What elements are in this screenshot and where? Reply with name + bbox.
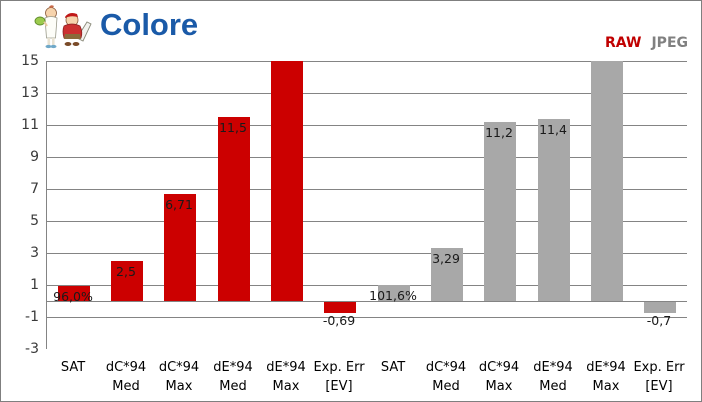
logo-illustration xyxy=(34,5,92,49)
x-category-label-sat: SAT xyxy=(38,358,108,377)
x-category-label-line: dE*94 xyxy=(586,360,626,375)
bar-raw-exp-err-ev xyxy=(324,302,356,313)
x-category-label-line: dC*94 xyxy=(478,360,520,375)
bar-raw-dc-94-max xyxy=(164,194,196,301)
x-category-label-line: Med xyxy=(539,379,567,394)
x-category-label-dc-94-med: dC*94 Med xyxy=(411,358,481,396)
character1-arm xyxy=(43,21,48,27)
character2-shoe xyxy=(64,42,72,46)
x-category-label-line: Exp. Err xyxy=(313,360,365,375)
x-category-label-exp-err-ev: Exp. Err [EV] xyxy=(304,358,374,396)
bar-value-label-raw-sat: 96,0% xyxy=(53,289,93,304)
x-category-label-line: SAT xyxy=(380,360,406,375)
bar-raw-dc-94-med xyxy=(111,261,143,301)
x-category-label-line: dE*94 xyxy=(266,360,306,375)
bar-raw-de-94-med xyxy=(218,117,250,301)
y-tick-label-7: 7 xyxy=(30,181,39,197)
bar-raw-de-94-max xyxy=(271,61,303,301)
bar-value-label-raw-dc-94-max: 6,71 xyxy=(165,197,193,212)
y-tick-label--3: -3 xyxy=(25,341,39,357)
x-category-label-line: Max xyxy=(485,379,513,394)
gridline-3 xyxy=(47,253,687,254)
gridline--1 xyxy=(47,317,687,318)
character1-coat xyxy=(44,16,58,39)
y-tick-label--1: -1 xyxy=(25,309,39,325)
x-category-label-line: dC*94 xyxy=(425,360,467,375)
x-category-label-dc-94-med: dC*94 Med xyxy=(91,358,161,396)
character2-cap xyxy=(65,13,78,18)
gridline-13 xyxy=(47,93,687,94)
x-category-label-line: dE*94 xyxy=(213,360,253,375)
bar-value-label-raw-exp-err-ev: -0,69 xyxy=(322,313,356,328)
x-category-label-line: [EV] xyxy=(645,379,673,394)
x-category-label-line: Exp. Err xyxy=(633,360,685,375)
character1-leg2 xyxy=(52,38,55,45)
bar-jpeg-sat xyxy=(378,285,410,301)
bar-value-label-jpeg-exp-err-ev: -0,7 xyxy=(646,313,672,328)
x-category-label-de-94-max: dE*94 Max xyxy=(251,358,321,396)
character1-hair xyxy=(49,5,54,8)
character1-leg xyxy=(47,38,51,45)
x-category-label-line: Med xyxy=(219,379,247,394)
x-category-label-line: [EV] xyxy=(325,379,353,394)
x-category-label-de-94-med: dE*94 Med xyxy=(198,358,268,396)
y-tick-label-5: 5 xyxy=(30,213,39,229)
y-tick-label-1: 1 xyxy=(30,277,39,293)
legend: RAW JPEG xyxy=(605,35,688,51)
green-object xyxy=(34,16,46,26)
page-title: Colore xyxy=(100,7,199,42)
x-category-label-dc-94-max: dC*94 Max xyxy=(464,358,534,396)
bar-value-label-jpeg-sat: 101,6% xyxy=(369,288,417,303)
x-category-label-de-94-max: dE*94 Max xyxy=(571,358,641,396)
bar-jpeg-dc-94-med xyxy=(431,248,463,301)
bar-value-label-jpeg-dc-94-med: 3,29 xyxy=(432,251,460,266)
gridline-7 xyxy=(47,189,687,190)
x-category-label-de-94-med: dE*94 Med xyxy=(518,358,588,396)
x-category-label-line: Med xyxy=(112,379,140,394)
y-tick-label-13: 13 xyxy=(21,85,39,101)
x-category-label-exp-err-ev: Exp. Err [EV] xyxy=(624,358,694,396)
x-category-label-line: SAT xyxy=(60,360,86,375)
bar-raw-sat xyxy=(58,286,90,301)
zero-axis-line xyxy=(47,301,687,302)
bar-jpeg-de-94-med xyxy=(538,119,570,301)
gridline-5 xyxy=(47,221,687,222)
y-tick-label-11: 11 xyxy=(21,117,39,133)
x-category-label-sat: SAT xyxy=(358,358,428,377)
bar-jpeg-exp-err-ev xyxy=(644,302,676,313)
bar-value-label-raw-de-94-med: 11,5 xyxy=(219,120,247,135)
bar-value-label-jpeg-de-94-med: 11,4 xyxy=(539,122,567,137)
character2-pants xyxy=(64,34,81,39)
x-category-label-line: dC*94 xyxy=(158,360,200,375)
plot-area xyxy=(46,61,687,349)
legend-item-raw: RAW xyxy=(605,35,642,51)
x-category-label-line: Med xyxy=(432,379,460,394)
x-category-label-line: dC*94 xyxy=(105,360,147,375)
character1-shoe2 xyxy=(50,44,57,49)
bar-value-label-raw-dc-94-med: 2,5 xyxy=(116,264,136,279)
x-category-label-line: Max xyxy=(592,379,620,394)
bar-value-label-jpeg-dc-94-max: 11,2 xyxy=(485,125,513,140)
y-tick-label-9: 9 xyxy=(30,149,39,165)
bar-jpeg-dc-94-max xyxy=(484,122,516,301)
x-category-label-line: dE*94 xyxy=(533,360,573,375)
gridline-9 xyxy=(47,157,687,158)
x-category-label-line: Max xyxy=(165,379,193,394)
legend-item-jpeg: JPEG xyxy=(651,35,688,51)
y-tick-label-3: 3 xyxy=(30,245,39,261)
gridline-11 xyxy=(47,125,687,126)
y-tick-label-15: 15 xyxy=(21,53,39,69)
gridline-15 xyxy=(47,61,687,62)
gridline-1 xyxy=(47,285,687,286)
character2-shoe2 xyxy=(72,42,80,46)
x-category-label-dc-94-max: dC*94 Max xyxy=(144,358,214,396)
bar-jpeg-de-94-max xyxy=(591,61,623,301)
x-category-label-line: Max xyxy=(272,379,300,394)
character1-shoe xyxy=(45,44,52,49)
